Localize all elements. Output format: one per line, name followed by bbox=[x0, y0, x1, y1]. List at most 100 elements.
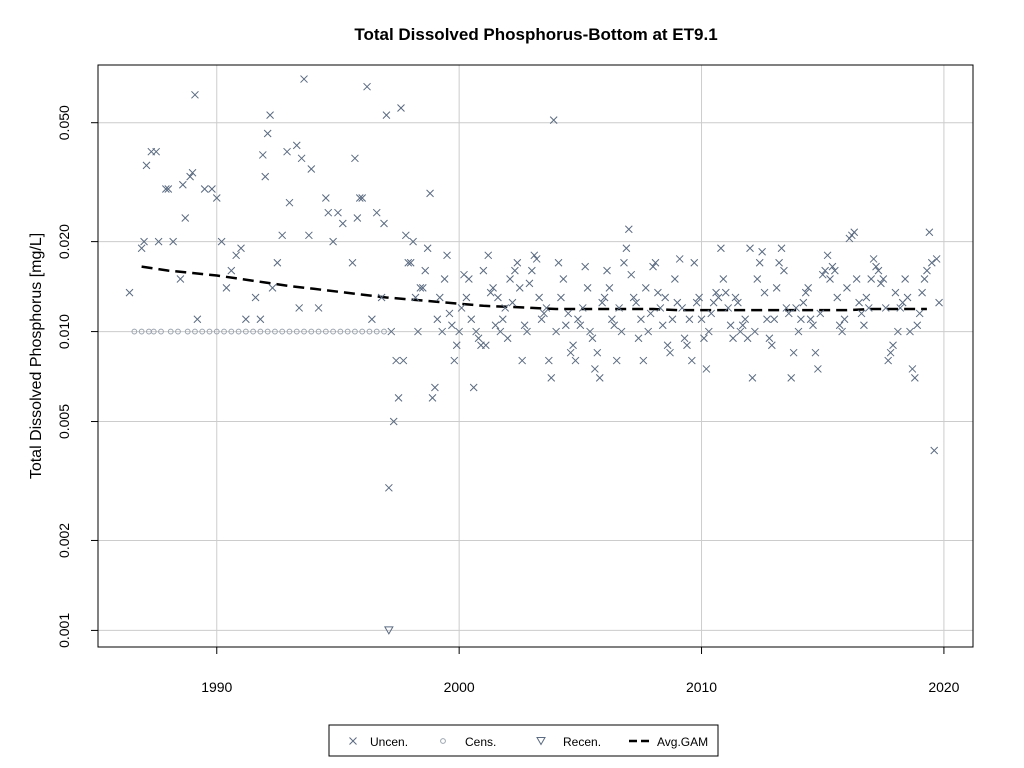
uncensored-point bbox=[278, 231, 287, 240]
uncensored-point bbox=[142, 161, 151, 170]
censored-point bbox=[322, 328, 329, 335]
uncensored-point bbox=[351, 154, 359, 163]
point-x-stroke bbox=[169, 237, 177, 246]
plot-frame bbox=[97, 64, 974, 648]
censored-point bbox=[315, 328, 322, 335]
uncensored-point bbox=[746, 244, 754, 253]
uncensored-point bbox=[787, 374, 796, 382]
uncensored-point bbox=[799, 298, 808, 307]
point-x-stroke bbox=[906, 327, 914, 336]
uncensored-point bbox=[261, 172, 270, 181]
uncensored-point bbox=[835, 321, 844, 330]
uncensored-point bbox=[443, 251, 451, 260]
point-x-stroke bbox=[615, 304, 623, 312]
point-x-stroke bbox=[600, 293, 609, 302]
uncensored-point bbox=[707, 309, 716, 318]
point-x-stroke bbox=[469, 383, 478, 392]
uncensored-point bbox=[511, 266, 519, 275]
uncensored-point bbox=[833, 293, 842, 302]
point-x-stroke bbox=[292, 141, 301, 150]
uncensored-point bbox=[297, 154, 306, 163]
point-x-stroke bbox=[511, 266, 519, 275]
point-x-stroke bbox=[896, 304, 905, 312]
point-x-stroke bbox=[574, 315, 582, 324]
point-x-stroke bbox=[438, 327, 447, 336]
point-x-stroke bbox=[566, 348, 575, 357]
uncensored-point bbox=[886, 348, 895, 357]
uncensored-point bbox=[448, 321, 456, 330]
uncensored-point bbox=[666, 348, 674, 357]
uncensored-point bbox=[910, 374, 919, 382]
point-x-stroke bbox=[915, 309, 924, 318]
uncensored-point bbox=[583, 284, 592, 292]
point-x-stroke bbox=[925, 228, 934, 237]
uncensored-point bbox=[416, 284, 425, 292]
point-x-stroke bbox=[724, 304, 733, 312]
censored-point bbox=[150, 328, 157, 335]
uncensored-point bbox=[554, 258, 563, 267]
uncensored-point bbox=[695, 293, 703, 302]
point-x-stroke bbox=[816, 309, 825, 318]
point-x-stroke bbox=[508, 298, 517, 307]
point-x-stroke bbox=[746, 244, 754, 253]
uncensored-point bbox=[719, 275, 728, 283]
point-x-stroke bbox=[137, 244, 146, 253]
point-x-stroke bbox=[295, 304, 304, 312]
uncensored-point bbox=[816, 309, 825, 318]
point-x-stroke bbox=[760, 288, 769, 297]
uncensored-point bbox=[826, 275, 834, 283]
point-x-stroke bbox=[513, 258, 522, 267]
uncensored-point bbox=[651, 258, 660, 267]
point-x-stroke bbox=[368, 315, 376, 324]
uncensored-point bbox=[864, 304, 873, 312]
censored-point bbox=[264, 328, 271, 335]
censored-point bbox=[373, 328, 380, 335]
uncensored-point bbox=[295, 304, 304, 312]
point-x-stroke bbox=[753, 275, 762, 283]
point-x-stroke bbox=[496, 327, 505, 336]
uncensored-point bbox=[741, 315, 750, 324]
uncensored-point bbox=[227, 266, 236, 275]
point-x-stroke bbox=[789, 348, 798, 357]
point-x-stroke bbox=[908, 365, 917, 373]
point-x-stroke bbox=[889, 341, 897, 350]
uncensored-point bbox=[932, 255, 941, 263]
point-x-stroke bbox=[726, 321, 735, 330]
point-x-stroke bbox=[409, 237, 417, 246]
point-x-stroke bbox=[540, 309, 548, 318]
uncensored-point bbox=[411, 293, 420, 302]
point-x-stroke bbox=[818, 270, 827, 279]
uncensored-point bbox=[462, 293, 471, 302]
point-x-stroke bbox=[261, 172, 270, 181]
uncensored-point bbox=[760, 288, 769, 297]
uncensored-point bbox=[501, 304, 510, 312]
uncensored-point bbox=[421, 266, 430, 275]
point-x-stroke bbox=[278, 231, 287, 240]
uncensored-point bbox=[363, 82, 371, 91]
data-points bbox=[125, 75, 943, 635]
point-x-stroke bbox=[663, 341, 672, 350]
point-x-stroke bbox=[692, 298, 701, 307]
point-x-stroke bbox=[576, 321, 585, 330]
uncensored-point bbox=[632, 298, 640, 307]
point-x-stroke bbox=[855, 298, 863, 307]
point-x-stroke bbox=[445, 309, 454, 318]
legend-label: Uncen. bbox=[370, 735, 408, 749]
uncensored-point bbox=[920, 275, 929, 283]
uncensored-point bbox=[399, 356, 408, 365]
censored-point bbox=[138, 328, 145, 335]
censored-point bbox=[272, 328, 278, 335]
censored-point bbox=[175, 328, 181, 335]
uncensored-point bbox=[801, 288, 810, 297]
uncensored-point bbox=[479, 266, 488, 275]
uncensored-point bbox=[644, 327, 653, 336]
uncensored-point bbox=[690, 258, 699, 267]
point-x-stroke bbox=[363, 82, 371, 91]
censored-point bbox=[344, 328, 351, 335]
point-x-stroke bbox=[607, 315, 616, 324]
point-x-stroke bbox=[784, 309, 793, 318]
point-x-stroke bbox=[835, 321, 844, 330]
uncensored-point bbox=[455, 327, 464, 336]
uncensored-point bbox=[377, 293, 386, 302]
point-x-stroke bbox=[212, 194, 221, 202]
